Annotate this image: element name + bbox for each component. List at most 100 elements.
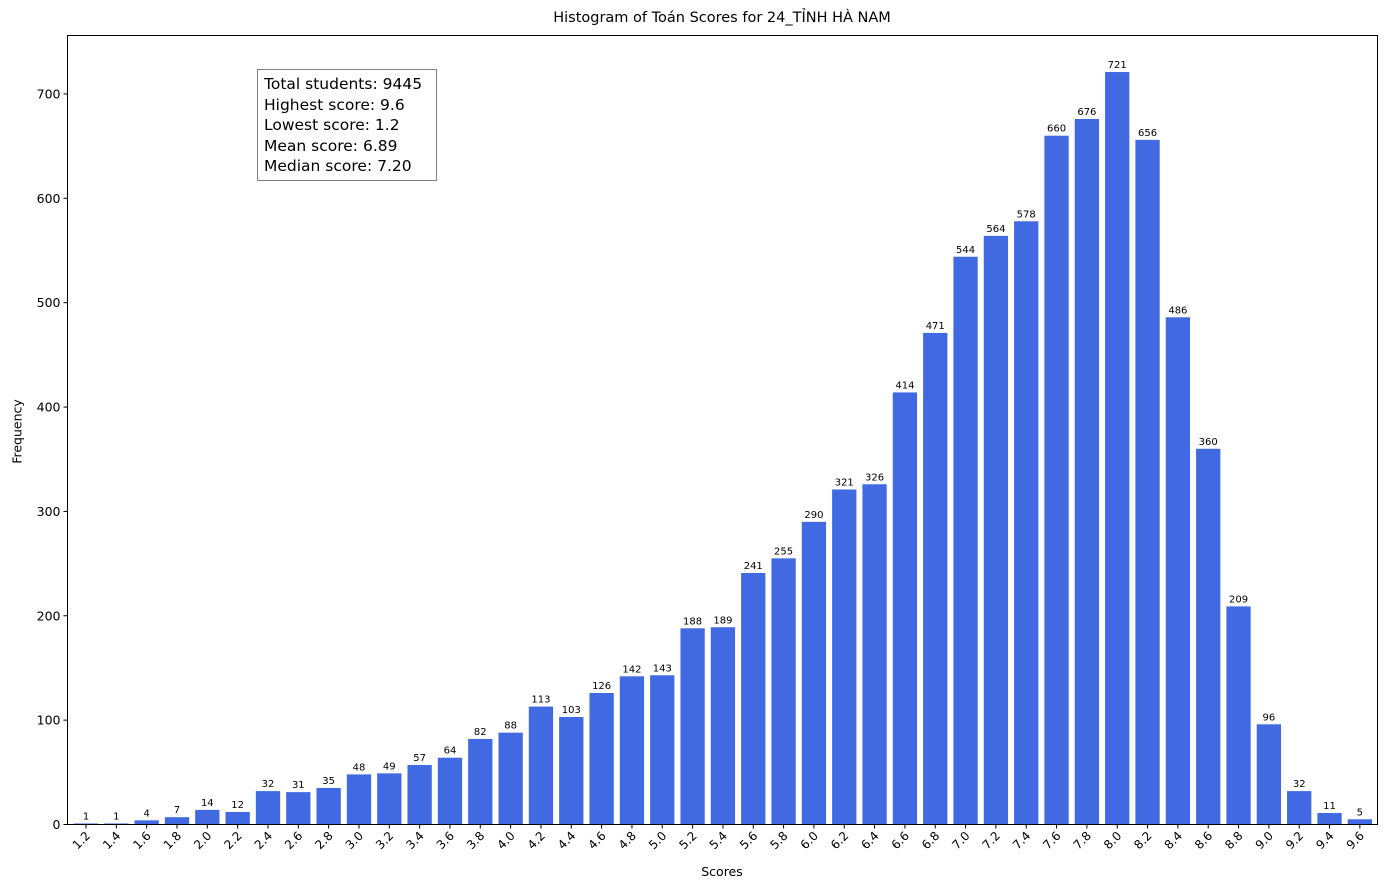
x-tick-label: 8.8 [1222, 829, 1245, 852]
bar-value-label: 113 [531, 695, 550, 706]
bar-value-label: 31 [292, 780, 305, 791]
x-tick-label: 8.2 [1131, 829, 1154, 852]
y-tick-label: 700 [37, 86, 61, 101]
bar-value-label: 721 [1108, 60, 1127, 71]
bar-value-label: 209 [1229, 594, 1248, 605]
bar-value-label: 188 [683, 616, 702, 627]
bar-value-label: 4 [143, 808, 149, 819]
x-tick-label: 4.2 [525, 829, 548, 852]
x-tick-label: 5.2 [676, 829, 699, 852]
x-tick-label: 4.6 [585, 829, 608, 852]
x-tick-label: 6.4 [858, 829, 881, 852]
bar-value-label: 290 [804, 510, 823, 521]
bar [195, 809, 220, 825]
bar [134, 820, 159, 825]
bar-value-label: 1 [83, 811, 89, 822]
bar [1044, 135, 1069, 825]
bar [498, 732, 523, 825]
bar [407, 765, 432, 825]
stats-mean: Mean score: 6.89 [264, 136, 398, 155]
x-tick-label: 5.0 [646, 829, 669, 852]
x-tick-label: 5.8 [767, 829, 790, 852]
bar-value-label: 656 [1138, 128, 1157, 139]
stats-total: Total students: 9445 [264, 75, 423, 93]
stats-lowest: Lowest score: 1.2 [264, 116, 400, 134]
plot-frame [67, 35, 1378, 825]
x-tick-label: 4.0 [494, 829, 517, 852]
bar-value-label: 326 [865, 472, 884, 483]
x-tick-label: 6.2 [828, 829, 851, 852]
bar-value-label: 14 [201, 798, 214, 809]
bar-value-label: 32 [1293, 779, 1306, 790]
stats-box: Total students: 9445 Highest score: 9.6 … [257, 69, 437, 181]
x-tick-label: 3.4 [403, 829, 426, 852]
x-tick-label: 2.0 [191, 829, 214, 852]
bar [1317, 813, 1342, 825]
x-tick-label: 3.8 [464, 829, 487, 852]
x-tick-label: 1.2 [70, 829, 93, 852]
bar [255, 791, 281, 825]
x-tick-label: 6.8 [919, 829, 942, 852]
bar-value-label: 142 [622, 664, 641, 675]
bar-value-label: 12 [231, 800, 244, 811]
bar [1135, 139, 1160, 825]
bar [680, 628, 705, 825]
x-tick-label: 4.8 [616, 829, 639, 852]
bar-value-label: 486 [1168, 305, 1187, 316]
bar [589, 693, 614, 825]
bar [316, 787, 341, 825]
y-axis-label: Frequency [9, 399, 25, 464]
bar [1074, 118, 1100, 825]
x-tick-label: 3.2 [373, 829, 396, 852]
bar-value-label: 414 [895, 380, 914, 391]
x-tick-label: 2.6 [282, 829, 305, 852]
bar [1196, 448, 1221, 825]
chart-title: Histogram of Toán Scores for 24_TỈNH HÀ … [553, 10, 891, 26]
bar [73, 823, 99, 825]
y-tick-label: 300 [37, 504, 61, 519]
bar [1226, 606, 1251, 825]
bar [377, 773, 402, 825]
bar [862, 484, 887, 825]
x-tick-label: 9.2 [1283, 829, 1306, 852]
bar-value-label: 1 [113, 811, 119, 822]
x-tick-label: 1.4 [100, 829, 123, 852]
y-tick-label: 500 [37, 295, 61, 310]
bar [468, 738, 493, 825]
bar-value-label: 544 [956, 245, 975, 256]
x-tick-label: 9.4 [1313, 829, 1336, 852]
bar-value-label: 48 [353, 762, 366, 773]
bar [346, 774, 372, 825]
bar-value-label: 11 [1323, 801, 1336, 812]
bar-value-label: 189 [713, 615, 732, 626]
bar [741, 572, 766, 825]
bar-value-label: 564 [986, 224, 1005, 235]
x-tick-label: 8.4 [1162, 829, 1185, 852]
bar-value-label: 32 [262, 779, 275, 790]
bar [619, 676, 645, 825]
bar [650, 675, 675, 825]
bar [771, 558, 796, 825]
bar-value-label: 241 [744, 561, 763, 572]
x-tick-label: 6.6 [889, 829, 912, 852]
bar [953, 256, 978, 825]
bar-value-label: 57 [413, 753, 426, 764]
x-tick-label: 6.0 [798, 829, 821, 852]
bar [104, 823, 129, 825]
bar [1287, 791, 1312, 825]
bar [832, 489, 857, 825]
bar-value-label: 49 [383, 761, 396, 772]
y-tick-label: 0 [53, 817, 61, 832]
x-tick-label: 3.0 [343, 829, 366, 852]
x-tick-label: 5.6 [737, 829, 760, 852]
bar [1347, 819, 1373, 825]
bar-value-label: 82 [474, 727, 487, 738]
bar [1105, 72, 1130, 825]
bar [923, 332, 948, 825]
bar [164, 817, 190, 825]
bar-value-label: 321 [835, 477, 854, 488]
x-tick-label: 7.6 [1040, 829, 1063, 852]
x-tick-label: 8.6 [1192, 829, 1215, 852]
x-tick-label: 1.8 [161, 829, 184, 852]
